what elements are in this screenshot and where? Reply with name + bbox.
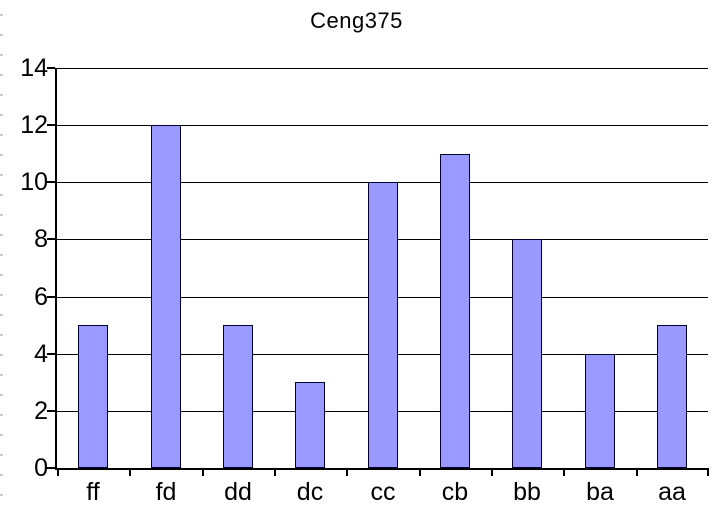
x-tick-label: bb	[513, 478, 541, 506]
y-axis-tick	[47, 238, 55, 240]
y-tick-label: 0	[34, 454, 48, 482]
x-axis-tick	[346, 468, 348, 476]
y-axis-tick	[47, 467, 55, 469]
x-axis-tick	[57, 468, 59, 476]
y-axis-tick	[47, 296, 55, 298]
x-tick-label: ba	[586, 478, 614, 506]
bar	[585, 354, 615, 468]
x-axis-tick	[274, 468, 276, 476]
y-axis-tick	[47, 181, 55, 183]
bar	[657, 325, 687, 468]
bar	[368, 182, 398, 468]
chart-title: Ceng375	[310, 8, 403, 33]
x-tick-label: cb	[441, 478, 469, 506]
bar	[78, 325, 108, 468]
x-axis-tick	[707, 468, 709, 476]
y-axis-tick	[47, 410, 55, 412]
bar	[440, 154, 470, 468]
x-axis-tick	[129, 468, 131, 476]
y-axis-tick	[47, 67, 55, 69]
y-tick-label: 8	[34, 225, 48, 253]
x-axis-tick	[636, 468, 638, 476]
y-tick-label: 12	[20, 111, 48, 139]
x-tick-label: dd	[224, 478, 252, 506]
x-axis-tick	[491, 468, 493, 476]
x-tick-label: cc	[370, 478, 396, 506]
left-edge-ruler-ticks	[0, 14, 3, 506]
y-axis-line	[55, 68, 57, 470]
gridline	[57, 68, 708, 69]
y-axis-tick	[47, 124, 55, 126]
gridline	[57, 125, 708, 126]
x-axis-line	[55, 468, 708, 470]
x-tick-label: dc	[296, 478, 324, 506]
x-tick-label: fd	[155, 478, 177, 506]
x-axis-tick	[419, 468, 421, 476]
bar	[223, 325, 253, 468]
bar	[512, 239, 542, 468]
y-tick-label: 14	[20, 54, 48, 82]
y-tick-label: 10	[20, 168, 48, 196]
bar	[295, 382, 325, 468]
x-axis-tick	[563, 468, 565, 476]
y-tick-label: 2	[34, 397, 48, 425]
y-tick-label: 6	[34, 283, 48, 311]
y-tick-label: 4	[34, 340, 48, 368]
x-tick-label: ff	[86, 478, 100, 506]
y-axis-tick	[47, 353, 55, 355]
x-tick-label: aa	[658, 478, 686, 506]
x-axis-tick	[202, 468, 204, 476]
bar	[151, 125, 181, 468]
